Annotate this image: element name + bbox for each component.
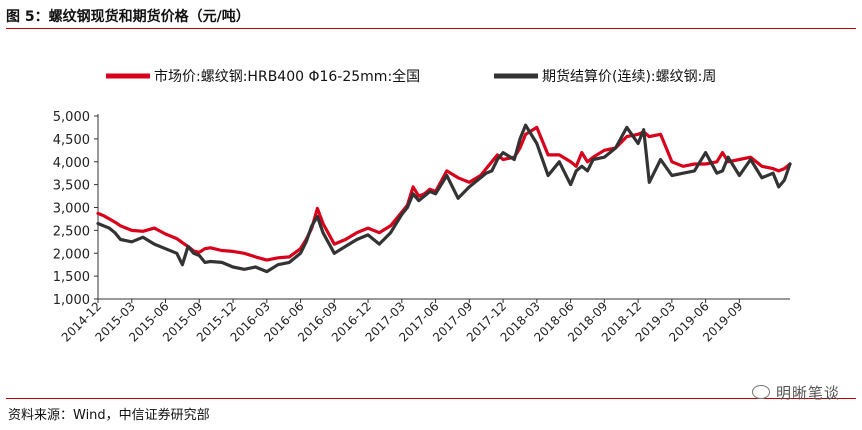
- y-tick-label: 2,500: [53, 224, 90, 239]
- source-note: 资料来源：Wind，中信证券研究部: [8, 408, 210, 423]
- legend-label-futures: 期货结算价(连续):螺纹钢:周: [542, 68, 716, 85]
- top-rule: [6, 28, 856, 29]
- series-line-futures: [96, 123, 792, 274]
- y-tick-label: 1,000: [53, 293, 90, 308]
- y-tick-label: 1,500: [53, 270, 90, 285]
- series-line-spot: [96, 125, 792, 262]
- chat-bubble-icon: [751, 385, 770, 399]
- y-tick-label: 5,000: [53, 110, 90, 125]
- series-layer: [96, 123, 792, 274]
- chart-legend: 市场价:螺纹钢:HRB400 Φ16-25mm:全国 期货结算价(连续):螺纹钢…: [106, 68, 716, 85]
- bottom-rule: [6, 398, 856, 399]
- y-tick-label: 2,000: [53, 247, 90, 262]
- figure-title: 图 5：螺纹钢现货和期货价格（元/吨）: [6, 9, 250, 25]
- watermark-text: 明晰笔谈: [775, 384, 840, 402]
- y-tick-label: 4,500: [53, 133, 90, 148]
- y-tick-label: 4,000: [53, 156, 90, 171]
- y-axis: 1,000 1,500 2,000 2,500 3,000 3,500 4,000 4,500…: [53, 110, 99, 308]
- watermark: 明晰笔谈: [751, 382, 840, 403]
- legend-label-spot: 市场价:螺纹钢:HRB400 Φ16-25mm:全国: [154, 68, 420, 85]
- line-chart: 市场价:螺纹钢:HRB400 Φ16-25mm:全国 期货结算价(连续):螺纹钢…: [53, 68, 792, 345]
- x-axis: 2014-122015-032015-062015-092015-122016-…: [59, 298, 790, 345]
- y-tick-label: 3,500: [53, 179, 90, 194]
- y-tick-label: 3,000: [53, 202, 90, 217]
